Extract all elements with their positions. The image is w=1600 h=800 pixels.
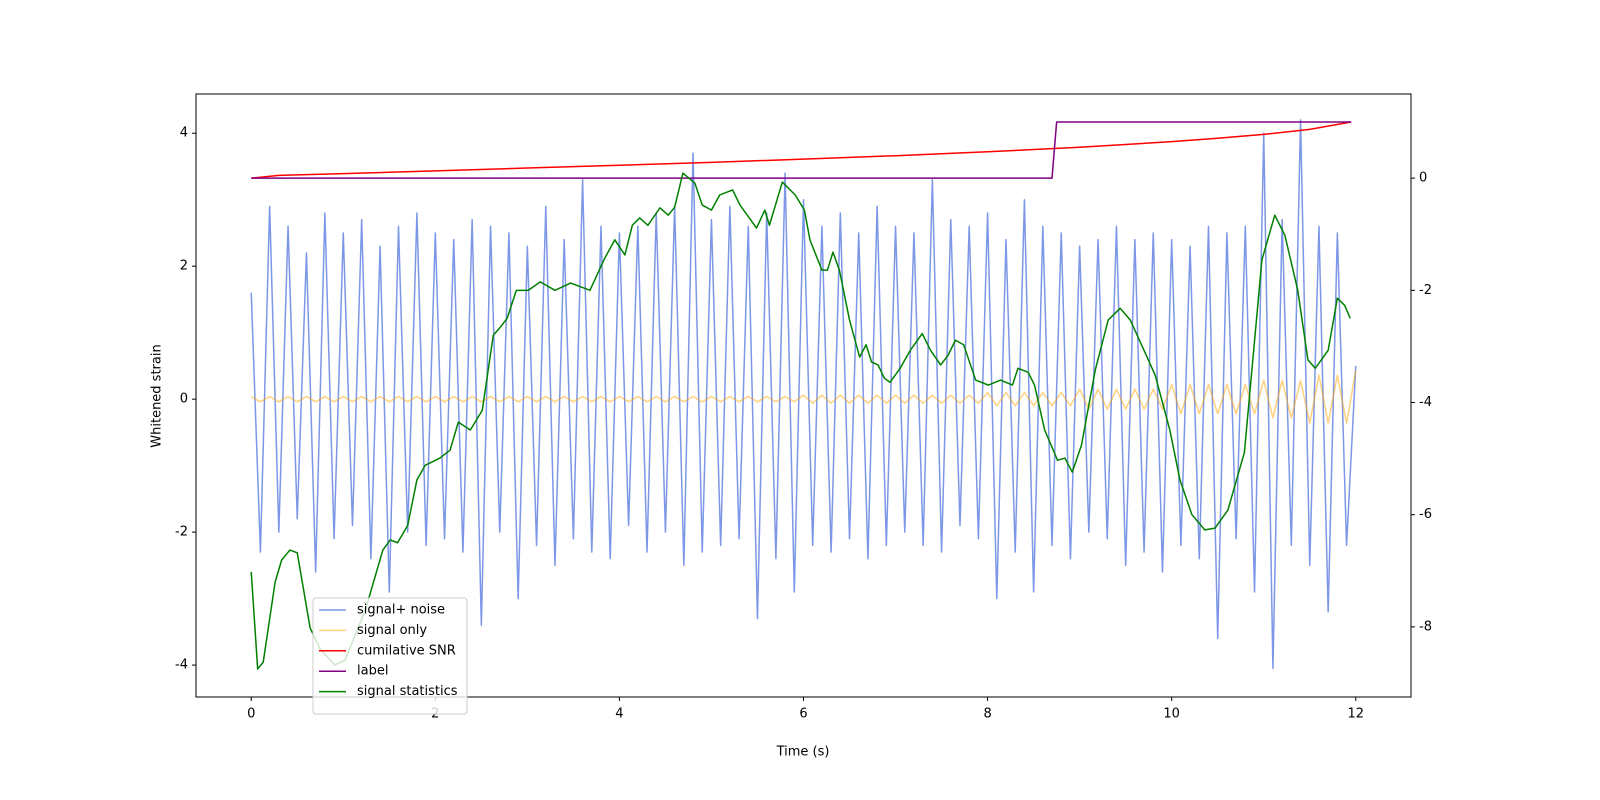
y2-tick-label: -4 — [1419, 395, 1432, 410]
legend: signal+ noise signal only cumilative SNR la… — [312, 597, 468, 715]
x-tick-label: 0 — [247, 707, 255, 722]
series-line — [250, 119, 1357, 670]
series-line — [250, 370, 1357, 424]
legend-label: signal only — [357, 623, 427, 638]
y2-tick-label: 0 — [1419, 171, 1427, 186]
legend-label: signal+ noise — [357, 603, 445, 618]
x-tick-label: 4 — [615, 707, 623, 722]
series-line — [250, 172, 1351, 670]
legend-label: cumilative SNR — [357, 643, 456, 658]
y2-tick-label: -6 — [1419, 507, 1432, 522]
legend-box — [312, 597, 468, 715]
y-tick-label: -2 — [175, 525, 188, 540]
y-tick-label: -4 — [175, 658, 188, 673]
y-tick-label: 0 — [180, 392, 188, 407]
x-tick-label: 8 — [983, 707, 991, 722]
x-tick-label: 6 — [799, 707, 807, 722]
series-line — [251, 121, 1352, 179]
x-tick-label: 12 — [1347, 707, 1364, 722]
series-line — [251, 121, 1352, 179]
y-tick-label: 2 — [180, 259, 188, 274]
y-axis-label: Whitened strain — [150, 344, 165, 447]
y-tick-label: 4 — [180, 126, 188, 141]
legend-label: signal statistics — [357, 684, 458, 699]
y2-tick-label: -2 — [1419, 283, 1432, 298]
x-tick-label: 10 — [1163, 707, 1180, 722]
legend-label: label — [357, 664, 388, 679]
x-axis-label: Time (s) — [776, 745, 830, 760]
plot-area — [250, 119, 1357, 670]
y2-tick-label: -8 — [1419, 619, 1432, 634]
